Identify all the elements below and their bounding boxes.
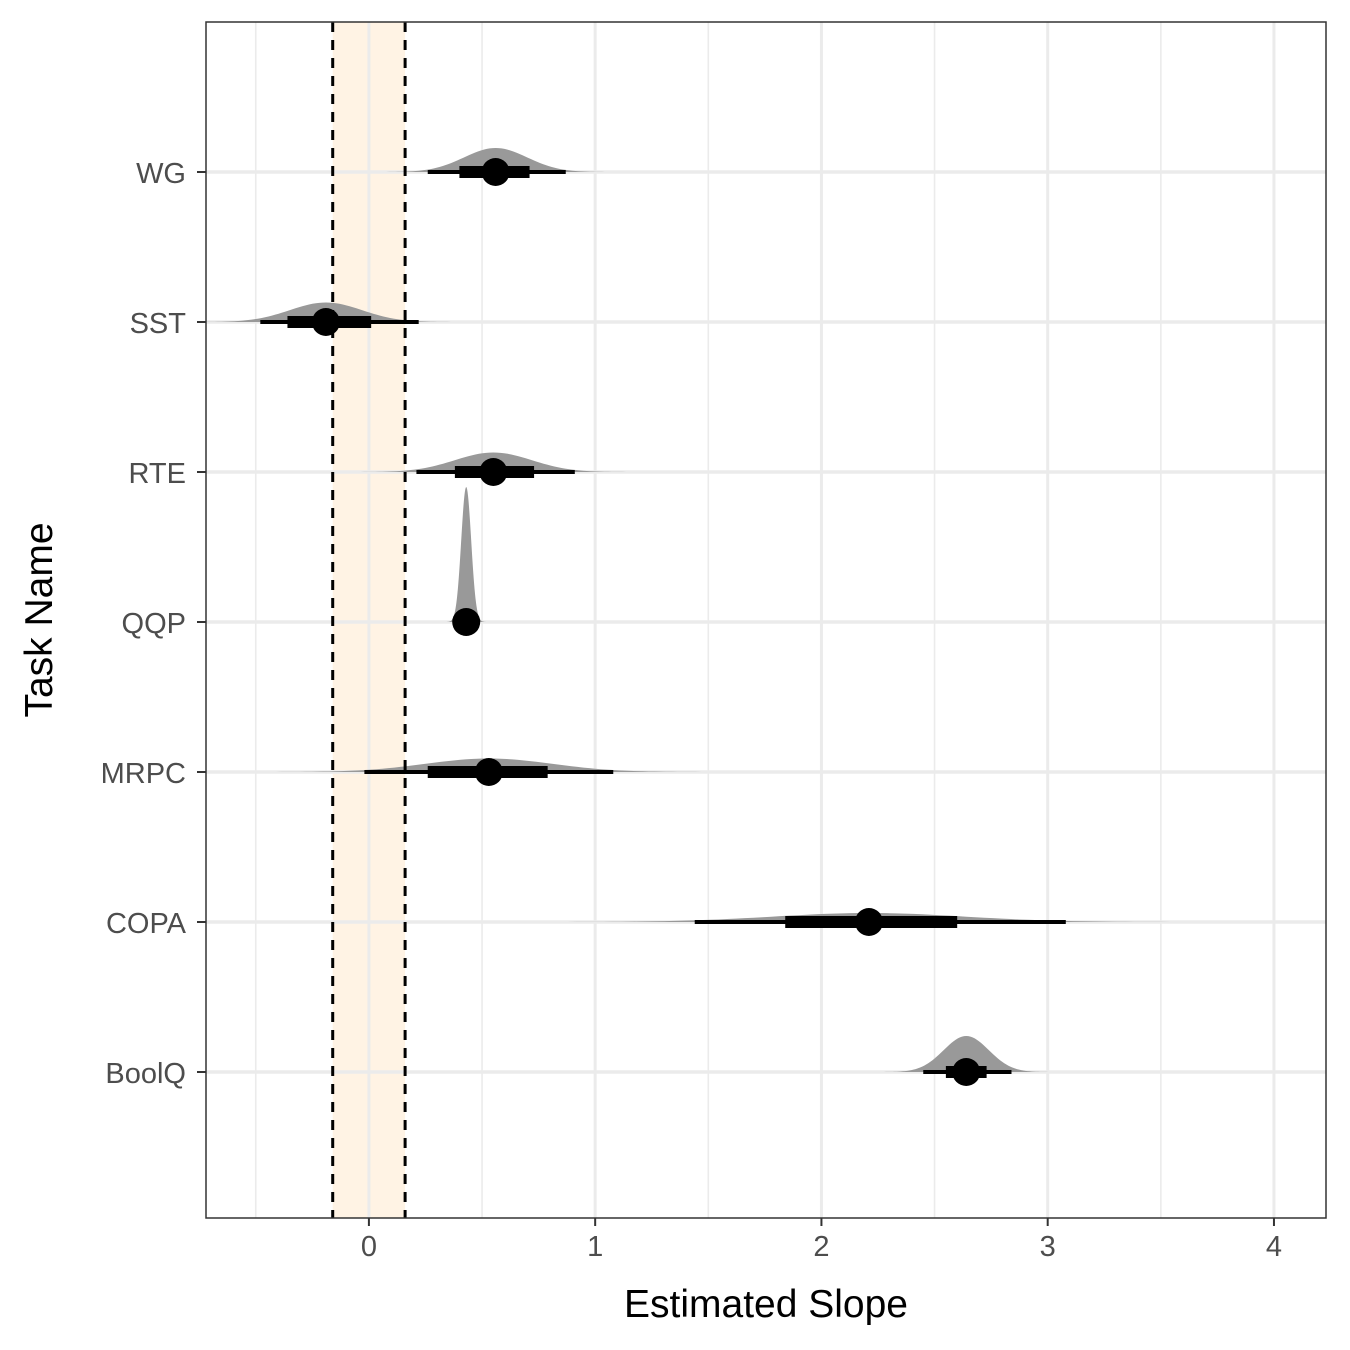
x-tick-label: 4	[1266, 1231, 1282, 1263]
density-qqp	[445, 487, 488, 622]
median-point-qqp	[452, 608, 481, 636]
median-point-sst	[311, 308, 340, 336]
axis-layer: 0 1 2 3 4 WG SST RTE QQP MRPC COPA BoolQ	[101, 158, 1282, 1263]
median-point-wg	[481, 158, 510, 186]
x-tick-label: 2	[813, 1231, 829, 1263]
median-point-mrpc	[474, 758, 503, 786]
interval-layer	[260, 158, 1066, 1086]
y-tick-label: COPA	[106, 908, 187, 940]
x-tick-label: 1	[587, 1231, 603, 1263]
median-point-rte	[479, 458, 508, 486]
x-axis-title: Estimated Slope	[624, 1283, 908, 1326]
rope-lines	[331, 22, 407, 1218]
panel-border	[205, 21, 1327, 1219]
y-tick-label: QQP	[122, 608, 186, 640]
x-tick-label: 0	[361, 1231, 377, 1263]
density-boolq	[871, 1036, 1062, 1072]
median-point-copa	[854, 908, 883, 936]
y-tick-label: RTE	[129, 458, 186, 490]
x-tick-label: 3	[1040, 1231, 1056, 1263]
y-tick-label: MRPC	[101, 758, 186, 790]
y-axis-title: Task Name	[18, 522, 61, 717]
y-tick-label: SST	[130, 308, 187, 340]
y-tick-label: WG	[136, 158, 186, 190]
median-point-boolq	[952, 1058, 981, 1086]
y-tick-label: BoolQ	[105, 1058, 186, 1090]
